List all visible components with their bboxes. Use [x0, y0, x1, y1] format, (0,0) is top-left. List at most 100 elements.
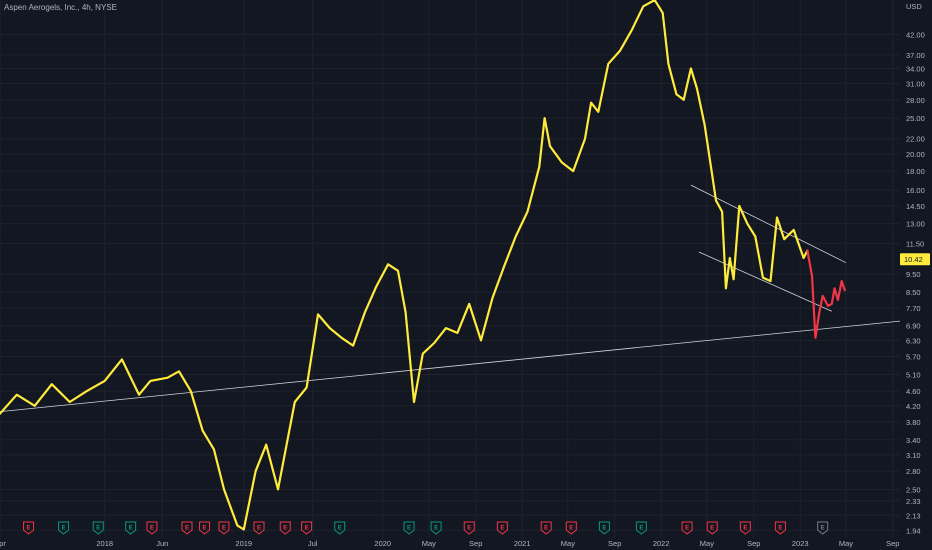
x-tick-label: Sep: [886, 539, 899, 548]
trend-line: [698, 251, 832, 312]
earnings-marker: [635, 521, 647, 535]
y-tick-label: 2.13: [906, 511, 921, 520]
x-tick-label: Sep: [469, 539, 482, 548]
earnings-marker: [706, 521, 718, 535]
earnings-event-icon: E: [125, 521, 137, 535]
earnings-marker: [463, 521, 475, 535]
x-tick-label: 2019: [235, 539, 252, 548]
y-axis-unit: USD: [906, 2, 922, 11]
earnings-marker: [181, 521, 193, 535]
y-tick-label: 20.00: [906, 150, 925, 159]
earnings-label: E: [222, 526, 226, 532]
earnings-marker: [817, 521, 829, 535]
y-tick-label: 3.80: [906, 418, 921, 427]
earnings-label: E: [778, 526, 782, 532]
earnings-label: E: [203, 526, 207, 532]
y-tick-label: 1.94: [906, 526, 921, 535]
grid: [0, 0, 900, 538]
y-tick-label: 42.00: [906, 30, 925, 39]
earnings-event-icon: E: [199, 521, 211, 535]
x-tick-label: May: [700, 539, 714, 548]
series-group: [0, 0, 846, 531]
trend-line: [0, 320, 901, 413]
earnings-event-icon: E: [279, 521, 291, 535]
earnings-event-icon: E: [739, 521, 751, 535]
y-tick-label: 34.00: [906, 65, 925, 74]
y-tick-label: 5.10: [906, 370, 921, 379]
earnings-label: E: [821, 526, 825, 532]
earnings-label: E: [685, 526, 689, 532]
earnings-marker: [540, 521, 552, 535]
earnings-event-icon: E: [463, 521, 475, 535]
earnings-marker: [199, 521, 211, 535]
earnings-event-icon: E: [496, 521, 508, 535]
y-tick-label: 5.70: [906, 353, 921, 362]
earnings-label: E: [62, 526, 66, 532]
y-tick-label: 7.70: [906, 304, 921, 313]
earnings-event-icon: E: [565, 521, 577, 535]
y-tick-label: 14.50: [906, 202, 925, 211]
x-tick-label: 2018: [96, 539, 113, 548]
y-tick-label: 8.50: [906, 288, 921, 297]
earnings-marker: [279, 521, 291, 535]
x-tick-label: Apr: [0, 539, 6, 548]
earnings-marker: [598, 521, 610, 535]
earnings-label: E: [602, 526, 606, 532]
earnings-label: E: [27, 526, 31, 532]
price-series-line: [806, 249, 846, 339]
x-axis-panel: [0, 538, 932, 550]
earnings-event-icon: E: [23, 521, 35, 535]
y-tick-label: 9.50: [906, 270, 921, 279]
x-tick-label: 2020: [374, 539, 391, 548]
earnings-label: E: [710, 526, 714, 532]
earnings-label: E: [407, 526, 411, 532]
earnings-marker: [334, 521, 346, 535]
earnings-marker: [739, 521, 751, 535]
earnings-event-icon: E: [598, 521, 610, 535]
earnings-label: E: [434, 526, 438, 532]
x-tick-label: May: [422, 539, 436, 548]
x-tick-label: May: [561, 539, 575, 548]
y-tick-label: 28.00: [906, 96, 925, 105]
earnings-label: E: [150, 526, 154, 532]
trendlines: [0, 184, 901, 413]
earnings-marker: [23, 521, 35, 535]
earnings-marker: [125, 521, 137, 535]
earnings-label: E: [283, 526, 287, 532]
earnings-event-icon: E: [817, 521, 829, 535]
y-tick-label: 3.10: [906, 451, 921, 460]
y-tick-label: 2.50: [906, 485, 921, 494]
earnings-event-icon: E: [540, 521, 552, 535]
earnings-event-icon: E: [774, 521, 786, 535]
y-tick-label: 25.00: [906, 114, 925, 123]
earnings-event-icon: E: [58, 521, 70, 535]
y-tick-label: 2.33: [906, 497, 921, 506]
y-tick-label: 37.00: [906, 51, 925, 60]
y-tick-label: 4.20: [906, 402, 921, 411]
earnings-event-icon: E: [334, 521, 346, 535]
earnings-marker: [774, 521, 786, 535]
earnings-event-icon: E: [181, 521, 193, 535]
earnings-marker: [565, 521, 577, 535]
x-axis: Apr 2018 Jun 2019 Jul 2020 May Sep 2021 May Sep 202…: [0, 538, 932, 550]
current-price-label: 10.42: [904, 255, 923, 264]
earnings-marker: [92, 521, 104, 535]
earnings-marker: [403, 521, 415, 535]
earnings-label: E: [96, 526, 100, 532]
earnings-label: E: [305, 526, 309, 532]
earnings-label: E: [639, 526, 643, 532]
x-tick-label: 2023: [792, 539, 809, 548]
x-tick-label: 2022: [653, 539, 670, 548]
earnings-marker: [301, 521, 313, 535]
x-tick-label: Sep: [608, 539, 621, 548]
x-tick-label: 2021: [514, 539, 531, 548]
earnings-marker: [146, 521, 158, 535]
earnings-label: E: [467, 526, 471, 532]
earnings-label: E: [129, 526, 133, 532]
x-tick-label: Jul: [308, 539, 318, 548]
earnings-marker: [218, 521, 230, 535]
x-tick-label: Jun: [156, 539, 168, 548]
x-tick-label: May: [839, 539, 853, 548]
earnings-marker: [58, 521, 70, 535]
